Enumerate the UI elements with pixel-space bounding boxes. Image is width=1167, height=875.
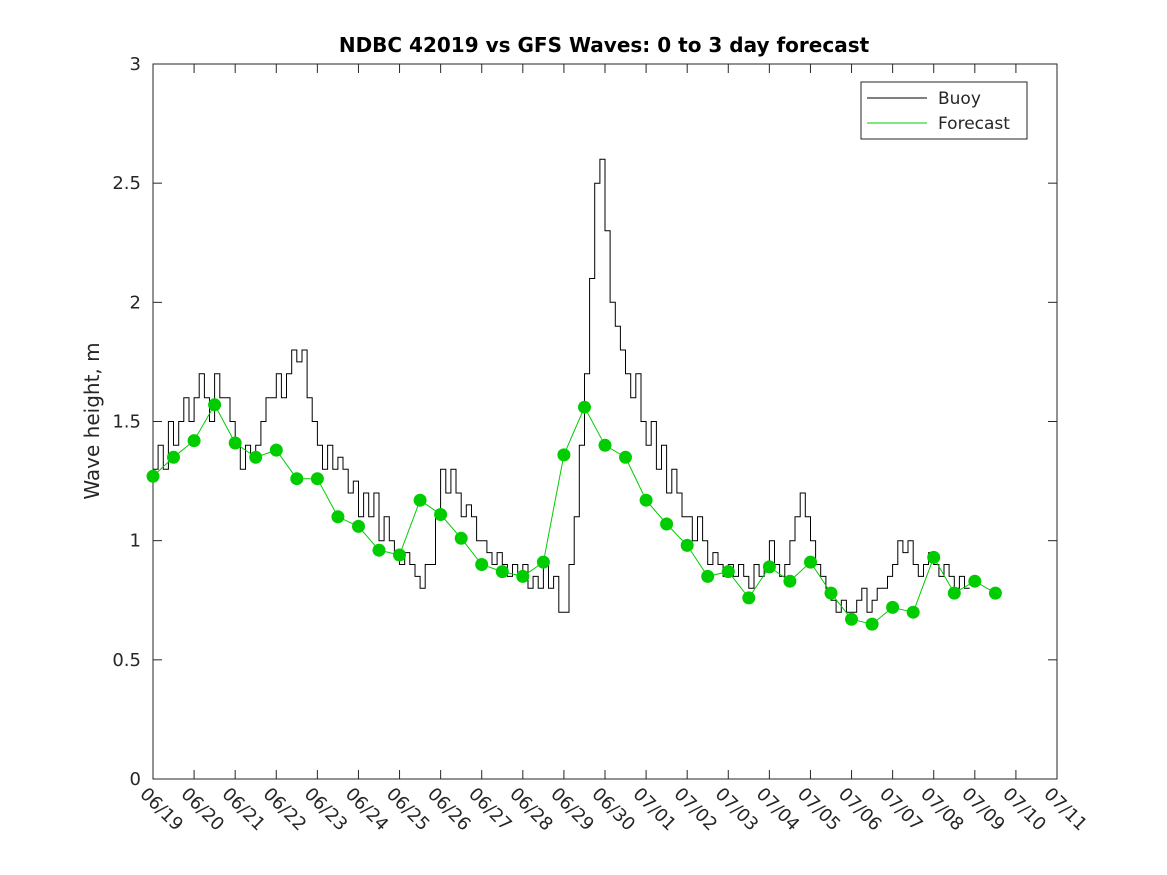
x-tick-label: 06/29 <box>546 784 598 836</box>
forecast-point <box>886 600 900 614</box>
legend: Buoy Forecast <box>860 81 1028 140</box>
forecast-point <box>290 472 304 486</box>
forecast-point <box>187 434 201 448</box>
forecast-point <box>783 574 797 588</box>
y-tick-label: 2 <box>130 292 141 313</box>
forecast-point <box>228 436 242 450</box>
forecast-series <box>146 398 1002 631</box>
forecast-point <box>454 531 468 545</box>
forecast-point <box>352 519 365 533</box>
legend-buoy-label: Buoy <box>938 89 981 109</box>
forecast-point <box>146 469 160 483</box>
x-tick-label: 07/11 <box>1039 784 1091 836</box>
forecast-point <box>804 555 817 569</box>
forecast-point <box>721 565 735 579</box>
forecast-point <box>208 398 222 412</box>
y-tick-label: 0 <box>130 769 141 790</box>
x-tick-label: 06/27 <box>464 784 516 836</box>
forecast-point <box>249 450 263 464</box>
x-tick-label: 07/04 <box>752 784 804 836</box>
forecast-point <box>598 438 612 452</box>
forecast-point <box>865 617 879 631</box>
forecast-point <box>557 448 571 462</box>
legend-forecast-label: Forecast <box>938 114 1010 134</box>
chart-title: NDBC 42019 vs GFS Waves: 0 to 3 day fore… <box>339 33 870 57</box>
forecast-point <box>516 569 530 583</box>
forecast-point <box>988 586 1002 600</box>
y-tick-label: 1.5 <box>112 412 141 433</box>
forecast-point <box>372 543 386 557</box>
forecast-point <box>927 550 941 564</box>
forecast-point <box>660 517 674 531</box>
forecast-point <box>495 565 509 579</box>
forecast-point <box>947 586 961 600</box>
x-tick-label: 07/08 <box>916 784 968 836</box>
y-tick-label: 0.5 <box>112 650 141 671</box>
y-tick-label: 1 <box>130 531 141 552</box>
forecast-point <box>680 538 694 552</box>
x-tick-label: 06/22 <box>259 784 311 836</box>
x-tick-label: 06/23 <box>300 784 352 836</box>
forecast-point <box>968 574 982 588</box>
forecast-point <box>824 586 838 600</box>
y-tick-label: 3 <box>130 54 141 75</box>
forecast-point <box>701 569 715 583</box>
x-tick-label: 07/10 <box>998 784 1050 836</box>
forecast-point <box>310 472 324 486</box>
x-tick-label: 07/09 <box>957 784 1009 836</box>
x-tick-label: 06/26 <box>423 784 475 836</box>
forecast-point <box>475 558 489 571</box>
forecast-point <box>536 555 550 569</box>
forecast-point <box>269 443 283 457</box>
forecast-point <box>742 591 756 605</box>
x-tick-label: 06/30 <box>587 784 639 836</box>
forecast-point <box>434 508 448 521</box>
x-tick-label: 06/21 <box>218 784 270 836</box>
forecast-point <box>762 560 776 574</box>
x-tick-label: 06/20 <box>177 784 229 836</box>
x-tick-label: 07/06 <box>834 784 886 836</box>
x-tick-label: 07/03 <box>711 784 763 836</box>
x-tick-label: 07/01 <box>629 784 681 836</box>
legend-box <box>860 81 1028 140</box>
forecast-point <box>331 510 345 524</box>
forecast-point <box>578 400 591 414</box>
forecast-point <box>845 612 858 626</box>
x-tick-label: 07/05 <box>793 784 845 836</box>
y-axis: 0 0.5 1 1.5 2 2.5 3 <box>112 54 1057 790</box>
forecast-point <box>906 605 920 619</box>
forecast-point <box>639 493 653 507</box>
x-tick-label: 06/25 <box>382 784 434 836</box>
x-tick-label: 06/19 <box>135 784 187 836</box>
x-tick-label: 06/24 <box>341 784 393 836</box>
y-tick-label: 2.5 <box>112 173 141 194</box>
forecast-point <box>413 493 427 507</box>
y-axis-label: Wave height, m <box>80 342 104 499</box>
x-tick-label: 06/28 <box>505 784 557 836</box>
forecast-point <box>619 450 632 464</box>
forecast-point <box>167 450 180 464</box>
forecast-point <box>393 548 406 562</box>
x-tick-label: 07/07 <box>875 784 927 836</box>
x-tick-label: 07/02 <box>670 784 722 836</box>
